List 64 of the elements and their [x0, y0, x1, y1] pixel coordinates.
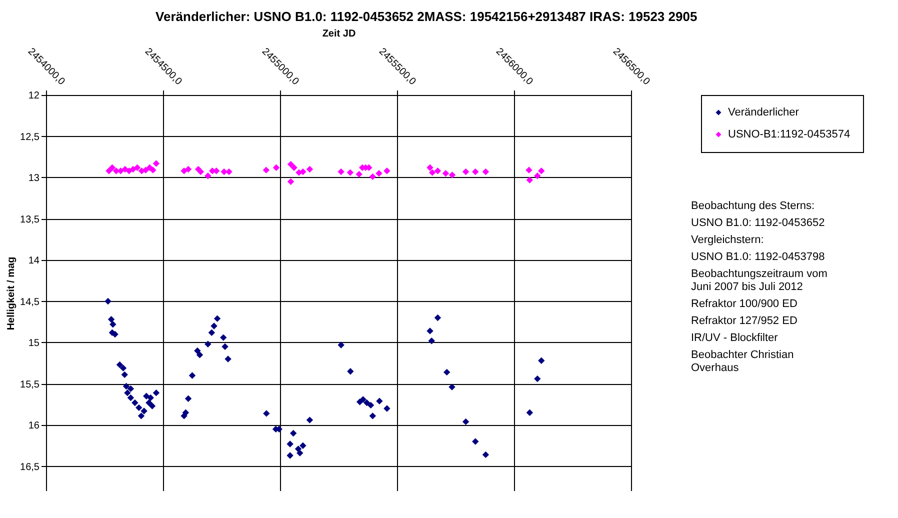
point [152, 160, 160, 167]
point [184, 166, 192, 173]
text: Beobachter Christian Overhaus [691, 349, 794, 374]
point [534, 172, 541, 180]
point [226, 168, 232, 176]
y-tick-label: 14,5 [20, 296, 40, 308]
point [117, 168, 124, 174]
point [134, 164, 141, 171]
chart-title: Veränderlicher: USNO B1.0: 1192-0453652 2MASS: 19542156+2913487 IRAS: 19523 2905 [156, 8, 698, 24]
point [442, 170, 450, 177]
point [526, 176, 534, 184]
y-axis-title: Helligkeit / mag [6, 256, 18, 330]
point [306, 166, 314, 173]
y-tick-label: 12,5 [20, 132, 40, 143]
text: Beobachtungszeitraum vom Juni 2007 bis Juli 2012 [691, 268, 828, 293]
point [526, 166, 532, 174]
point [180, 168, 188, 174]
point [213, 168, 220, 174]
y-tick-label: 13 [28, 173, 40, 184]
y-tick-label: 16 [28, 420, 40, 432]
point [426, 164, 434, 171]
legend-label: Veränderlicher [728, 106, 800, 118]
point [300, 168, 306, 176]
point [338, 168, 344, 176]
x-axis-title: Zeit JD [322, 28, 356, 40]
point [369, 173, 376, 180]
point [122, 166, 128, 173]
y-tick-label: 15,5 [20, 379, 40, 390]
point [150, 166, 156, 174]
point [287, 160, 294, 168]
point [106, 168, 112, 174]
point [142, 166, 150, 174]
point [204, 172, 212, 180]
y-tick-label: 12 [28, 90, 40, 102]
point [290, 164, 298, 171]
text: Vergleichstern: [691, 234, 764, 246]
y-tick-label: 13,5 [20, 214, 40, 226]
text: IR/UV - Blockfilter [691, 332, 778, 344]
point [108, 164, 116, 171]
point [262, 166, 270, 174]
text: Refraktor 100/900 ED [691, 298, 798, 310]
point [472, 168, 479, 176]
text: USNO B1.0: 1192-0453652 [691, 217, 825, 229]
point [197, 168, 204, 176]
point [428, 169, 436, 176]
point [287, 178, 294, 185]
y-tick-label: 15 [28, 338, 40, 349]
legend-label: USNO-B1:1192-0453574 [728, 128, 850, 140]
point [482, 168, 490, 176]
point [346, 169, 354, 176]
point [462, 168, 470, 176]
point [220, 168, 228, 176]
point [384, 168, 390, 174]
y-tick-label: 16,5 [20, 462, 40, 473]
text: Refraktor 127/952 ED [691, 315, 798, 327]
point [538, 168, 545, 174]
point [448, 172, 456, 178]
text: USNO B1.0: 1192-0453798 [691, 251, 825, 263]
point [376, 170, 382, 177]
y-tick-label: 14 [28, 256, 40, 266]
text: Beobachtung des Sterns: [691, 200, 815, 212]
point [272, 164, 280, 171]
point [356, 170, 362, 178]
point [434, 168, 442, 174]
